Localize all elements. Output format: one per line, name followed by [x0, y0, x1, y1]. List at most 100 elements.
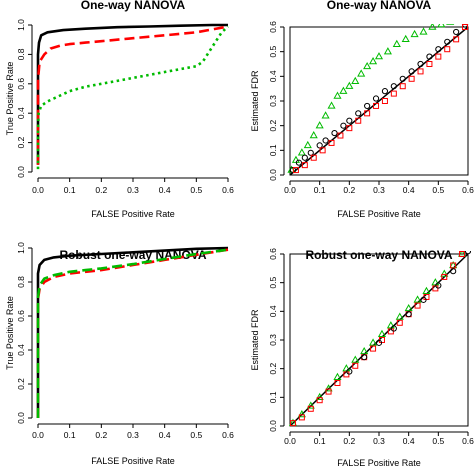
y-tick-label: 0.4 [16, 107, 26, 119]
data-point-circle [444, 38, 451, 45]
data-point-triangle [357, 69, 366, 77]
x-tick-label: 0.4 [403, 436, 415, 446]
data-point-triangle [428, 24, 437, 30]
data-point-triangle [419, 27, 428, 35]
data-point-triangle [315, 392, 324, 401]
y-tick-label: 0.0 [268, 169, 278, 181]
data-point-circle [426, 53, 433, 60]
data-point-circle [375, 339, 383, 346]
x-tick-label: 0.1 [64, 430, 76, 440]
data-point-circle [450, 268, 457, 275]
data-point-square [334, 380, 341, 386]
x-tick-label: 0.6 [462, 185, 474, 195]
data-point-square [292, 167, 299, 174]
data-point-circle [390, 325, 397, 332]
data-point-square [408, 75, 415, 82]
chart-title: One-way NANOVA [81, 0, 186, 12]
y-axis-label: True Positive Rate [5, 296, 15, 370]
x-tick-label: 0.4 [159, 430, 171, 440]
data-point-triangle [306, 401, 315, 409]
data-point-triangle [360, 346, 369, 355]
data-point-triangle [440, 269, 449, 277]
data-point-circle [405, 311, 412, 318]
data-point-square [468, 243, 473, 248]
data-point-circle [301, 154, 308, 161]
series-line-3 [36, 248, 229, 418]
data-point-square [319, 147, 326, 154]
x-tick-label: 0.6 [462, 436, 474, 446]
x-tick-label: 0.0 [284, 185, 296, 195]
y-tick-label: 0.2 [16, 136, 26, 148]
y-tick-label: 0.0 [16, 412, 26, 424]
data-point-triangle [324, 384, 333, 392]
data-point-square [453, 36, 460, 43]
data-point-triangle [446, 24, 455, 25]
data-point-square [417, 68, 424, 75]
x-tick-label: 0.2 [343, 185, 355, 195]
data-point-triangle [345, 81, 354, 89]
data-point-square [381, 98, 388, 104]
y-tick-label: 0.1 [268, 144, 278, 156]
data-point-circle [408, 68, 415, 75]
x-tick-label: 0.1 [314, 185, 326, 195]
y-tick-label: 0.5 [268, 45, 278, 57]
series-line-2 [36, 248, 229, 418]
data-point-square [441, 273, 448, 280]
y-tick-label: 1.0 [16, 19, 26, 31]
data-point-square [310, 154, 317, 161]
plot-frame [289, 26, 469, 176]
data-point-square [435, 53, 442, 60]
data-point-circle [340, 122, 347, 129]
x-axis-label: FALSE Positive Rate [91, 209, 175, 219]
data-point-circle [453, 28, 460, 36]
data-point-square [364, 110, 371, 117]
data-layer [288, 243, 473, 427]
y-tick-label: 0.0 [268, 420, 278, 432]
data-point-triangle [333, 91, 342, 99]
y-tick-label: 0.6 [268, 21, 278, 33]
chart-title: One-way NANOVA [327, 0, 432, 12]
data-point-triangle [437, 24, 446, 28]
x-tick-label: 0.6 [222, 430, 234, 440]
y-tick-label: 0.0 [16, 166, 26, 178]
data-point-triangle [297, 410, 306, 418]
y-tick-label: 0.2 [268, 362, 278, 374]
data-point-circle [417, 60, 424, 68]
x-tick-label: 0.2 [343, 436, 355, 446]
data-point-triangle [453, 16, 459, 22]
y-tick-label: 0.8 [16, 48, 26, 60]
data-point-circle [355, 110, 362, 117]
data-point-square [399, 83, 406, 90]
data-point-triangle [410, 29, 419, 38]
chart-panel-4: Robust one-way NANOVA 0.0 0.1 0.2 0.3 0.4 0.5 0… [250, 243, 474, 468]
data-point-square [459, 251, 466, 257]
x-tick-label: 0.2 [95, 430, 107, 440]
y-tick-label: 1.0 [16, 242, 26, 254]
series-line-1 [36, 23, 228, 165]
y-tick-label: 0.6 [16, 78, 26, 90]
data-point-triangle [431, 278, 440, 286]
data-point-square [301, 162, 308, 169]
y-axis-label: True Positive Rate [5, 62, 15, 136]
data-point-square [325, 388, 332, 395]
data-point-square [450, 262, 457, 269]
data-point-triangle [342, 364, 351, 372]
y-tick-label: 0.2 [268, 119, 278, 131]
data-point-triangle [327, 101, 336, 109]
data-point-triangle [363, 61, 372, 70]
x-tick-label: 0.0 [284, 436, 296, 446]
x-axis-label: FALSE Positive Rate [91, 456, 175, 466]
data-point-square [426, 61, 433, 67]
data-point-square [370, 345, 377, 352]
data-point-triangle [401, 34, 410, 43]
data-layer [36, 23, 229, 170]
x-tick-label: 0.0 [32, 185, 44, 195]
data-point-triangle [291, 155, 300, 163]
data-point-circle [390, 83, 397, 90]
data-point-triangle [395, 312, 404, 320]
data-point-triangle [351, 355, 360, 363]
data-point-triangle [404, 303, 413, 312]
data-point-triangle [321, 111, 330, 119]
data-point-circle [372, 95, 380, 102]
